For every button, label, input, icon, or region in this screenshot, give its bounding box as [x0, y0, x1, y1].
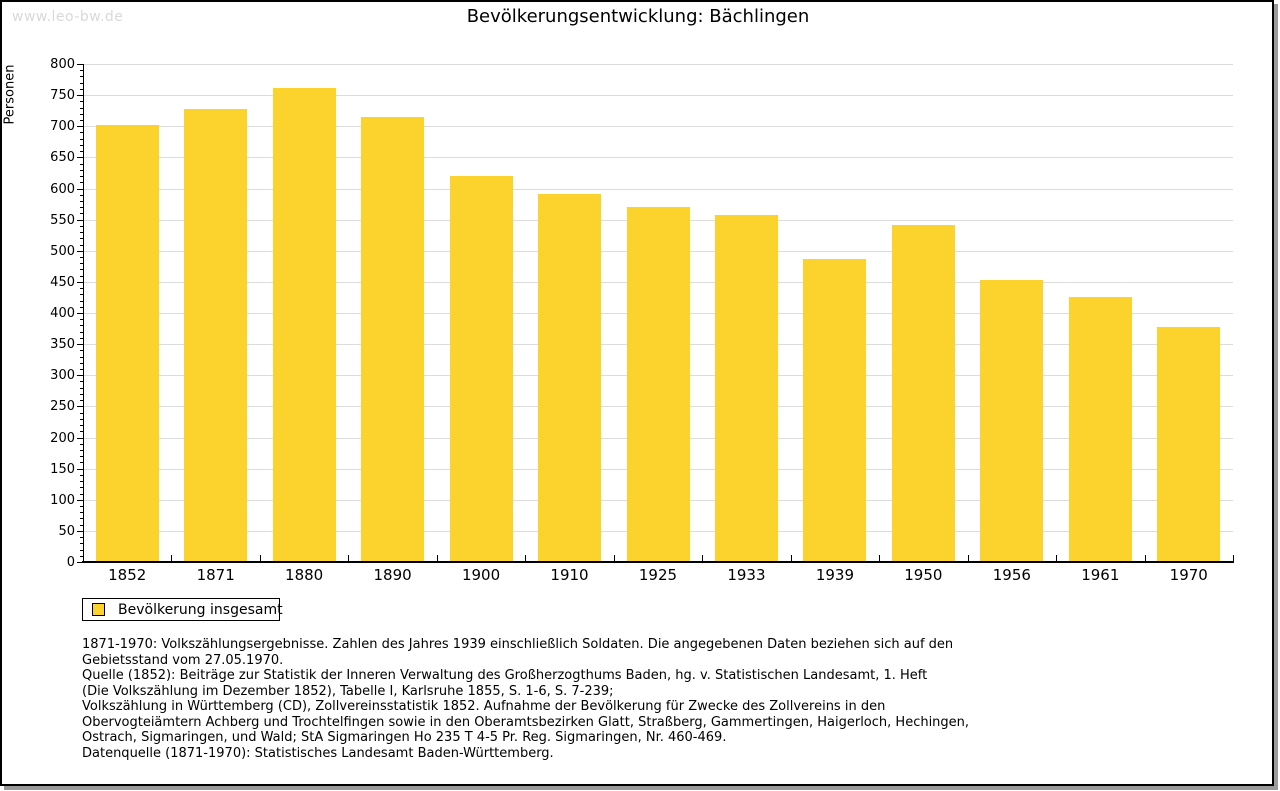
y-tick-label: 100 [50, 492, 75, 508]
bar-1910 [538, 194, 602, 562]
bar-1939 [803, 259, 867, 562]
population-bar-chart: Personen 0 50 100 150 200 250 300 350 400 450 500 5… [2, 2, 1274, 602]
y-axis-label: Personen [2, 64, 18, 125]
y-tick-label: 50 [58, 523, 75, 539]
bar-1852 [95, 125, 159, 562]
bar-1925 [626, 207, 690, 562]
x-tick-label: 1910 [550, 566, 589, 584]
y-tick-label: 0 [66, 555, 75, 570]
y-tick-label: 200 [50, 430, 75, 446]
y-tick-label: 500 [50, 243, 75, 259]
footnote-line: Volkszählung in Württemberg (CD), Zollve… [82, 699, 886, 714]
bar-1933 [714, 214, 778, 562]
x-tick-label: 1970 [1169, 566, 1208, 584]
x-tick-label: 1900 [461, 566, 501, 584]
y-tick-label: 750 [50, 88, 75, 104]
y-tick-label: 600 [50, 181, 75, 197]
y-tick-label: 300 [50, 368, 75, 384]
bar-1956 [980, 280, 1044, 562]
footnote-line: (Die Volkszählung im Dezember 1852), Tab… [82, 683, 614, 699]
bar-1890 [361, 116, 425, 562]
y-tick-label: 400 [50, 306, 75, 321]
y-tick-label: 150 [50, 461, 75, 477]
footnote-line: Quelle (1852): Beiträge zur Statistik de… [82, 668, 928, 683]
x-tick-label: 1939 [815, 566, 854, 584]
footnotes: 1871-1970: Volkszählungsergebnisse. Zahl… [82, 637, 982, 746]
y-tick-label: 700 [50, 119, 75, 135]
footnote-line: Gebietsstand vom 27.05.1970. [82, 652, 284, 668]
x-tick-label: 1880 [285, 566, 324, 584]
y-tick-label: 550 [50, 212, 75, 228]
bar-1871 [184, 109, 248, 562]
y-tick-label: 650 [50, 150, 75, 166]
x-tick-label: 1956 [992, 566, 1031, 584]
footnote-line: Ostrach, Sigmaringen, und Wald; StA Sigm… [82, 730, 727, 745]
y-tick-label: 250 [50, 399, 75, 415]
y-tick-label: 350 [50, 337, 75, 353]
legend-label: Bevölkerung insgesamt [118, 601, 283, 618]
chart-title: Bevölkerungsentwicklung: Bächlingen [466, 6, 810, 27]
bar-1900 [449, 176, 513, 562]
x-tick-label: 1933 [727, 566, 766, 584]
y-tick-label: 450 [50, 274, 75, 290]
x-tick-label: 1871 [196, 566, 235, 584]
bar-1961 [1068, 297, 1132, 562]
footnote-line: 1871-1970: Volkszählungsergebnisse. Zahl… [82, 637, 954, 652]
bar-1950 [891, 224, 955, 562]
bar-1970 [1157, 327, 1221, 562]
bar-1880 [272, 87, 336, 562]
x-tick-label: 1852 [108, 566, 147, 584]
datasource-note: Datenquelle (1871-1970): Statistisches L… [82, 746, 554, 761]
x-tick-label: 1890 [373, 566, 412, 584]
x-tick-label: 1961 [1081, 566, 1120, 584]
watermark: www.leo-bw.de [12, 9, 124, 25]
y-tick-label: 800 [50, 57, 75, 72]
x-tick-label: 1925 [638, 566, 678, 584]
footnote-line: Obervogteiämtern Achberg und Trochtelfin… [82, 714, 970, 730]
legend: Bevölkerung insgesamt [82, 598, 283, 621]
x-tick-label: 1950 [904, 566, 943, 584]
legend-swatch-icon [92, 603, 105, 616]
